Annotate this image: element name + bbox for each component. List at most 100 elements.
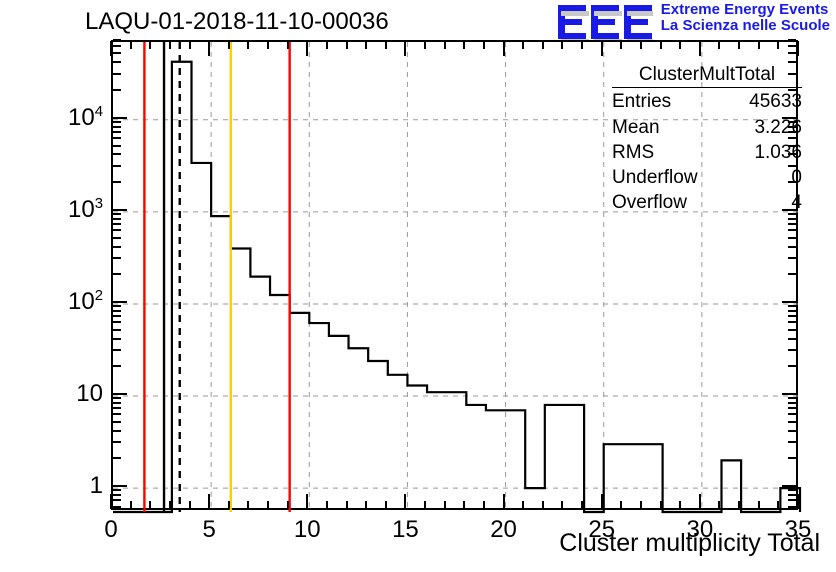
y-tick-100 bbox=[113, 301, 127, 303]
x-tick-18 bbox=[463, 501, 465, 509]
y-tick-right-50 bbox=[788, 329, 796, 331]
y-tick-1 bbox=[113, 485, 127, 487]
y-tick-40 bbox=[113, 338, 121, 340]
x-tick-14 bbox=[385, 501, 387, 509]
y-tick-3000 bbox=[113, 165, 121, 167]
x-tick-top-13 bbox=[365, 41, 367, 49]
x-tick-1 bbox=[130, 501, 132, 509]
x-tick-top-35 bbox=[797, 41, 799, 56]
y-tick-600 bbox=[113, 229, 121, 231]
x-tick-26 bbox=[620, 501, 622, 509]
x-tick-label-0: 0 bbox=[104, 516, 118, 543]
x-tick-top-9 bbox=[287, 41, 289, 49]
x-tick-label-20: 20 bbox=[490, 516, 517, 543]
y-tick-900 bbox=[113, 213, 121, 215]
y-tick-right-400 bbox=[788, 246, 796, 248]
x-tick-top-32 bbox=[738, 41, 740, 49]
x-tick-top-0 bbox=[110, 41, 112, 56]
stats-box: ClusterMultTotal Entries 45633 Mean 3.226 RM… bbox=[612, 62, 802, 216]
y-tick-90 bbox=[113, 305, 121, 307]
y-tick-20 bbox=[113, 365, 121, 367]
y-tick-right-900 bbox=[788, 213, 796, 215]
x-tick-31 bbox=[718, 501, 720, 509]
x-tick-label-25: 25 bbox=[588, 516, 616, 543]
y-tick-5 bbox=[113, 421, 121, 423]
y-tick-9 bbox=[113, 397, 121, 399]
y-tick-9000 bbox=[113, 121, 121, 123]
stats-row-key: RMS bbox=[612, 141, 655, 163]
x-tick-top-7 bbox=[247, 41, 249, 49]
y-tick-50 bbox=[113, 329, 121, 331]
x-tick-19 bbox=[483, 501, 485, 509]
x-tick-top-12 bbox=[346, 41, 348, 49]
x-tick-top-10 bbox=[306, 41, 308, 56]
y-tick-right-20 bbox=[788, 365, 796, 367]
y-tick-0.6 bbox=[113, 506, 121, 508]
x-tick-9 bbox=[287, 501, 289, 509]
x-tick-27 bbox=[640, 501, 642, 509]
y-tick-right-20000 bbox=[788, 89, 796, 91]
x-tick-top-25 bbox=[601, 41, 603, 56]
x-tick-32 bbox=[738, 501, 740, 509]
y-tick-right-7000 bbox=[788, 131, 796, 133]
eee-logo-text: Extreme Energy Events La Scienza nelle S… bbox=[661, 2, 830, 34]
stats-row-value: 4 bbox=[791, 192, 802, 214]
x-tick-top-20 bbox=[503, 41, 505, 56]
x-tick-top-27 bbox=[640, 41, 642, 49]
plot-frame bbox=[111, 40, 802, 514]
x-tick-0 bbox=[110, 494, 112, 509]
stats-row: Underflow 0 bbox=[612, 165, 802, 190]
y-tick-right-2 bbox=[788, 457, 796, 459]
eee-logo-line2: La Scienza nelle Scuole bbox=[660, 16, 830, 34]
eee-logo: Extreme Energy Events La Scienza nelle S… bbox=[557, 2, 830, 43]
y-tick-right-10 bbox=[782, 393, 796, 395]
x-tick-top-19 bbox=[483, 41, 485, 49]
x-tick-30 bbox=[699, 494, 701, 509]
stats-row-key: Entries bbox=[612, 91, 672, 113]
x-tick-top-26 bbox=[620, 41, 622, 49]
x-tick-11 bbox=[326, 501, 328, 509]
eee-logo-line1: Extreme Energy Events bbox=[660, 1, 829, 18]
stats-row-value: 0 bbox=[791, 167, 802, 189]
x-tick-29 bbox=[679, 501, 681, 509]
y-tick-right-300 bbox=[788, 257, 796, 259]
stats-row: Overflow 4 bbox=[612, 190, 802, 215]
y-tick-right-8 bbox=[788, 402, 796, 404]
y-tick-right-3000 bbox=[788, 165, 796, 167]
x-tick-15 bbox=[404, 494, 406, 509]
x-tick-top-8 bbox=[267, 41, 269, 49]
y-tick-right-80 bbox=[788, 310, 796, 312]
x-tick-label-35: 35 bbox=[784, 516, 812, 543]
x-tick-4 bbox=[189, 501, 191, 509]
y-tick-right-70000 bbox=[788, 39, 796, 41]
y-tick-0.8 bbox=[113, 494, 121, 496]
y-tick-right-90 bbox=[788, 305, 796, 307]
stats-row-key: Mean bbox=[612, 116, 660, 138]
x-tick-label-10: 10 bbox=[293, 516, 321, 543]
y-tick-right-600 bbox=[788, 229, 796, 231]
stats-box-title: ClusterMultTotal bbox=[612, 62, 802, 89]
x-tick-top-4 bbox=[189, 41, 191, 49]
stats-row: Mean 3.226 bbox=[612, 115, 802, 140]
y-tick-right-800 bbox=[788, 218, 796, 220]
y-tick-6 bbox=[113, 413, 121, 415]
page-title: LAQU-01-2018-11-10-00036 bbox=[85, 8, 389, 35]
grid-layer bbox=[113, 42, 800, 512]
y-tick-0.9 bbox=[113, 489, 121, 491]
y-tick-right-0.7 bbox=[788, 499, 796, 501]
x-tick-top-11 bbox=[326, 41, 328, 49]
y-tick-2 bbox=[113, 457, 121, 459]
y-tick-10 bbox=[113, 393, 127, 395]
x-tick-10 bbox=[306, 494, 308, 509]
y-tick-40000 bbox=[113, 61, 121, 63]
stats-row-key: Underflow bbox=[612, 167, 698, 189]
stats-row-value: 1.036 bbox=[754, 141, 802, 163]
y-tick-right-6000 bbox=[788, 137, 796, 139]
x-tick-5 bbox=[208, 494, 210, 509]
y-tick-3 bbox=[113, 441, 121, 443]
y-tick-20000 bbox=[113, 89, 121, 91]
x-tick-3 bbox=[169, 501, 171, 509]
y-tick-right-1 bbox=[782, 485, 796, 487]
x-tick-label-30: 30 bbox=[686, 516, 714, 543]
